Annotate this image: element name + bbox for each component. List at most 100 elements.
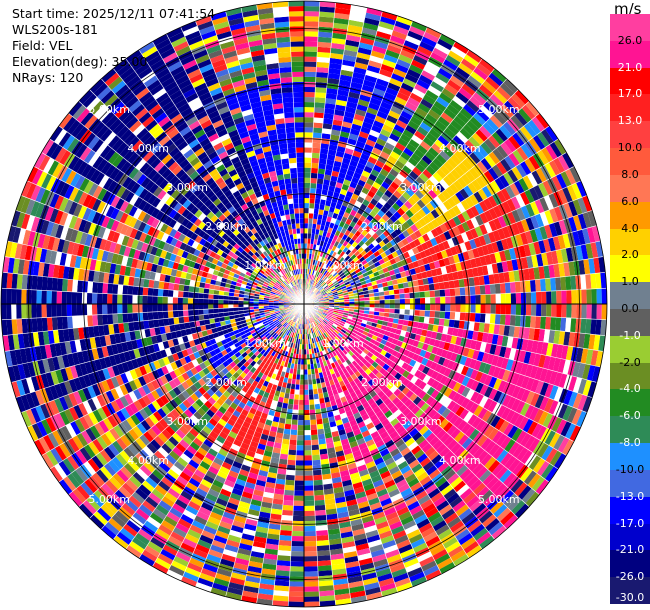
velocity-gate <box>440 266 448 275</box>
velocity-gate <box>487 167 499 181</box>
velocity-gate <box>469 193 479 206</box>
velocity-gate <box>250 353 257 361</box>
velocity-gate <box>429 290 436 298</box>
velocity-gate <box>343 111 355 119</box>
velocity-gate <box>276 323 282 328</box>
velocity-gate <box>187 500 201 511</box>
velocity-gate <box>318 16 335 23</box>
velocity-gate <box>295 455 304 461</box>
velocity-gate <box>382 164 393 173</box>
velocity-gate <box>563 389 573 406</box>
velocity-gate <box>394 380 403 389</box>
velocity-gate <box>386 321 393 328</box>
velocity-gate <box>500 293 506 304</box>
velocity-gate <box>324 277 329 283</box>
velocity-gate <box>405 424 416 434</box>
velocity-gate <box>304 561 318 567</box>
velocity-gate <box>397 137 409 148</box>
velocity-gate <box>350 518 363 527</box>
velocity-gate <box>101 525 117 540</box>
velocity-gate <box>79 416 90 431</box>
velocity-gate <box>265 359 272 366</box>
velocity-gate <box>200 501 214 512</box>
velocity-gate <box>244 328 251 334</box>
velocity-gate <box>342 246 349 253</box>
velocity-gate <box>359 265 366 272</box>
velocity-gate <box>112 472 126 487</box>
velocity-gate <box>450 427 461 440</box>
velocity-gate <box>405 411 415 421</box>
velocity-gate <box>483 221 493 234</box>
velocity-gate <box>582 363 591 380</box>
velocity-gate <box>475 304 481 314</box>
velocity-gate <box>435 415 446 426</box>
velocity-gate <box>577 229 586 246</box>
velocity-gate <box>304 187 311 194</box>
velocity-gate <box>368 426 378 435</box>
velocity-gate <box>476 246 485 257</box>
velocity-gate <box>289 342 294 348</box>
velocity-gate <box>185 369 194 379</box>
velocity-gate <box>202 563 219 573</box>
velocity-gate <box>558 330 566 346</box>
velocity-gate <box>394 577 411 588</box>
velocity-gate <box>428 337 436 347</box>
velocity-gate <box>433 100 447 112</box>
velocity-gate <box>468 459 481 472</box>
velocity-gate <box>435 332 443 341</box>
velocity-gate <box>334 320 340 325</box>
velocity-gate <box>437 242 446 252</box>
velocity-gate <box>357 179 366 188</box>
velocity-gate <box>364 361 372 369</box>
velocity-gate <box>407 351 415 360</box>
velocity-gate <box>278 417 286 424</box>
velocity-gate <box>245 348 252 355</box>
velocity-gate <box>182 467 194 478</box>
velocity-gate <box>291 315 296 321</box>
velocity-gate <box>156 367 165 378</box>
velocity-gate <box>172 386 182 397</box>
velocity-gate <box>332 293 339 297</box>
velocity-gate <box>186 396 196 406</box>
velocity-gate <box>348 508 361 517</box>
velocity-gate <box>331 124 342 132</box>
velocity-gate <box>316 540 330 547</box>
velocity-gate <box>240 397 249 405</box>
velocity-gate <box>350 281 356 286</box>
velocity-gate <box>205 520 219 531</box>
velocity-gate <box>360 333 367 340</box>
velocity-gate <box>379 295 385 301</box>
velocity-gate <box>541 304 547 317</box>
velocity-gate <box>211 506 225 517</box>
velocity-gate <box>469 151 481 165</box>
velocity-gate <box>383 316 389 322</box>
velocity-gate <box>361 170 371 179</box>
velocity-gate <box>407 196 417 207</box>
velocity-gate <box>308 384 313 390</box>
velocity-gate <box>250 550 265 559</box>
velocity-gate <box>562 439 574 456</box>
velocity-gate <box>226 586 244 596</box>
velocity-gate <box>461 83 476 96</box>
velocity-gate <box>517 108 532 123</box>
velocity-gate <box>372 120 385 129</box>
velocity-gate <box>450 45 467 59</box>
velocity-gate <box>338 193 346 201</box>
velocity-gate <box>315 72 329 78</box>
velocity-gate <box>222 511 236 521</box>
velocity-gate <box>358 442 368 451</box>
velocity-gate <box>455 304 461 313</box>
velocity-gate <box>332 388 339 396</box>
velocity-gate <box>505 293 512 304</box>
velocity-gate <box>396 186 406 196</box>
velocity-gate <box>363 116 375 125</box>
velocity-gate <box>488 388 498 401</box>
velocity-gate <box>304 339 307 345</box>
velocity-gate <box>384 299 390 304</box>
velocity-gate <box>257 443 267 451</box>
velocity-gate <box>338 464 349 472</box>
velocity-gate <box>404 524 419 535</box>
velocity-gate <box>82 499 97 515</box>
velocity-gate <box>531 476 546 492</box>
velocity-gate <box>482 472 496 487</box>
